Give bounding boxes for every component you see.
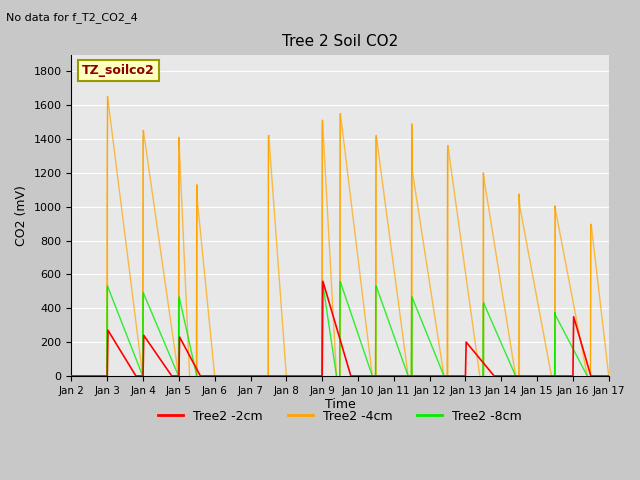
Y-axis label: CO2 (mV): CO2 (mV) [15,185,28,246]
Title: Tree 2 Soil CO2: Tree 2 Soil CO2 [282,34,398,49]
Text: No data for f_T2_CO2_4: No data for f_T2_CO2_4 [6,12,138,23]
Legend: Tree2 -2cm, Tree2 -4cm, Tree2 -8cm: Tree2 -2cm, Tree2 -4cm, Tree2 -8cm [153,405,527,428]
X-axis label: Time: Time [324,398,355,411]
Text: TZ_soilco2: TZ_soilco2 [82,64,155,77]
